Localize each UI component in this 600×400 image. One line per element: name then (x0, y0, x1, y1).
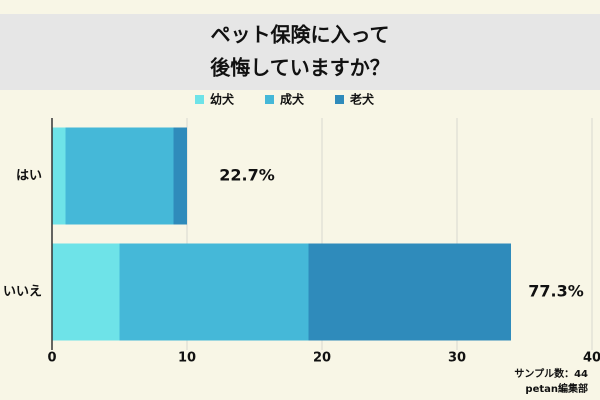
bar-segment (173, 127, 187, 225)
x-tick-label: 20 (313, 351, 331, 366)
legend-swatch (195, 95, 204, 104)
bar-segment (65, 127, 174, 225)
x-tick-label: 30 (448, 351, 466, 366)
bar-segment (52, 243, 120, 341)
y-tick-label: はい (16, 169, 42, 184)
title-band (0, 14, 600, 90)
bar-segment (308, 243, 511, 341)
share-label: 77.3% (528, 282, 584, 301)
note: サンプル数：44 (514, 367, 588, 380)
note: petan編集部 (525, 382, 588, 395)
y-tick-label: いいえ (3, 285, 42, 300)
bar-segment (119, 243, 309, 341)
legend-label: 成犬 (280, 92, 305, 107)
share-label: 22.7% (219, 166, 275, 185)
legend-swatch (265, 95, 274, 104)
bar-segment (52, 127, 66, 225)
legend-swatch (335, 95, 344, 104)
legend-label: 幼犬 (210, 92, 235, 107)
x-tick-label: 40 (583, 351, 600, 366)
x-tick-label: 10 (178, 351, 196, 366)
chart-title: ペット保険に入って (211, 23, 390, 47)
chart-title: 後悔していますか？ (210, 56, 389, 80)
x-tick-label: 0 (47, 351, 56, 366)
legend-label: 老犬 (350, 92, 375, 107)
